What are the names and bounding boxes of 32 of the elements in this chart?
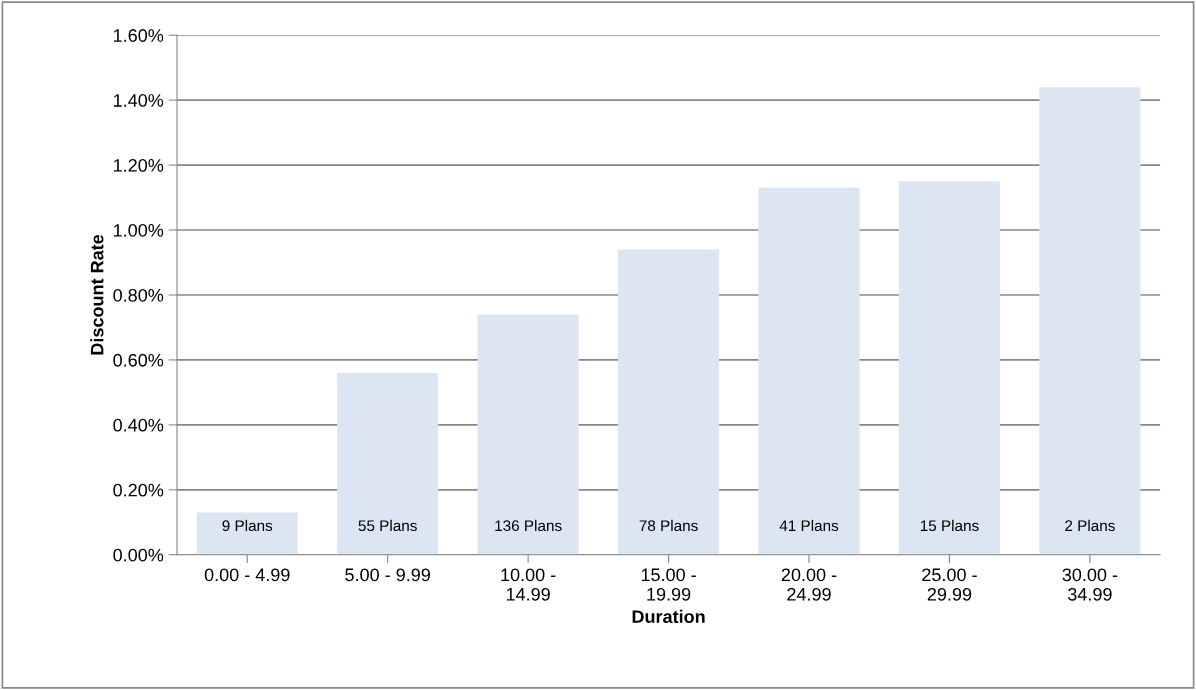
y-tick-label: 0.80% bbox=[113, 288, 164, 302]
y-tick-label: 1.20% bbox=[114, 159, 164, 172]
x-tick-label: 30.00 - 34.99 bbox=[1062, 568, 1118, 601]
annotation: 78 Plans bbox=[639, 519, 698, 532]
annotation: 136 Plans bbox=[495, 519, 562, 532]
bar bbox=[337, 372, 439, 555]
y-tick-label: 1.00% bbox=[114, 223, 164, 237]
bar bbox=[618, 249, 720, 555]
x-tick-label: 5.00 - 9.99 bbox=[345, 568, 430, 582]
y-tick-label: 1.60% bbox=[114, 29, 164, 42]
x-axis-title: Duration bbox=[632, 609, 705, 624]
annotation: 2 Plans bbox=[1065, 519, 1115, 532]
y-axis-title: Discount Rate bbox=[90, 234, 104, 355]
x-tick-label: 25.00 - 29.99 bbox=[922, 568, 977, 601]
x-tick-label: 15.00 - 19.99 bbox=[641, 568, 696, 601]
annotation: 55 Plans bbox=[358, 519, 417, 532]
annotation: 15 Plans bbox=[920, 519, 979, 532]
bar bbox=[196, 512, 298, 555]
x-tick-label: 20.00 - 24.99 bbox=[781, 568, 837, 601]
y-tick-label: 0.20% bbox=[113, 483, 164, 497]
bar bbox=[898, 181, 1001, 555]
annotation: 41 Plans bbox=[779, 519, 839, 532]
y-tick-label: 0.00% bbox=[113, 548, 164, 562]
y-tick-label: 0.40% bbox=[113, 418, 164, 432]
bar bbox=[1039, 87, 1141, 555]
x-tick-label: 10.00 - 14.99 bbox=[501, 568, 556, 601]
x-tick-label: 0.00 - 4.99 bbox=[204, 568, 290, 582]
y-tick-label: 1.40% bbox=[114, 94, 164, 107]
bar bbox=[758, 187, 860, 555]
y-tick-label: 0.60% bbox=[113, 353, 164, 367]
bar bbox=[477, 314, 579, 555]
annotation: 9 Plans bbox=[222, 519, 273, 532]
